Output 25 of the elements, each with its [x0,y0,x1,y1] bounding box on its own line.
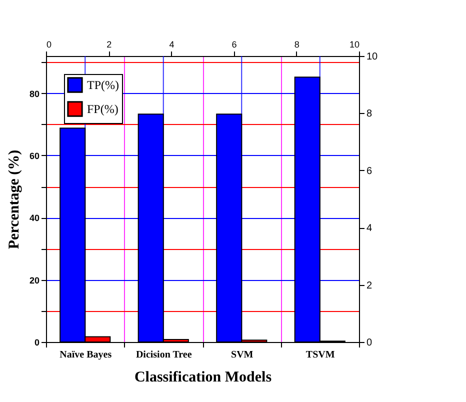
x-tick-label: Dicision Tree [136,350,192,360]
x2-tick-label: 6 [232,40,237,50]
x-tick-label: SVM [231,350,254,360]
y-axis-title: Percentage (%) [6,150,22,250]
y2-tick-label: 10 [366,52,378,62]
y-tick-label: 60 [29,150,40,161]
x2-tick-label: 4 [169,40,174,50]
x-tick-label: TSVM [306,350,336,360]
x2-tick-label: 10 [349,40,360,50]
y-tick-label: 0 [34,338,40,348]
y2-tick-label: 8 [366,108,372,120]
x2-tick-label: 0 [46,40,52,50]
y-tick-label: 80 [29,88,40,99]
x2-tick-label: 8 [294,40,300,50]
y2-tick-label: 4 [366,223,372,234]
y2-tick-label: 6 [366,166,372,177]
legend-label: FP(%) [87,102,118,116]
x-tick-label: Naïve Bayes [60,350,112,360]
y2-tick-label: 2 [366,280,372,292]
x2-tick-label: 2 [106,40,112,50]
y-tick-label: 20 [29,275,40,286]
legend-label: TP(%) [87,78,119,92]
y2-tick-label: 0 [366,338,372,348]
x-axis-title: Classification Models [134,370,272,386]
y-tick-label: 40 [29,213,40,224]
